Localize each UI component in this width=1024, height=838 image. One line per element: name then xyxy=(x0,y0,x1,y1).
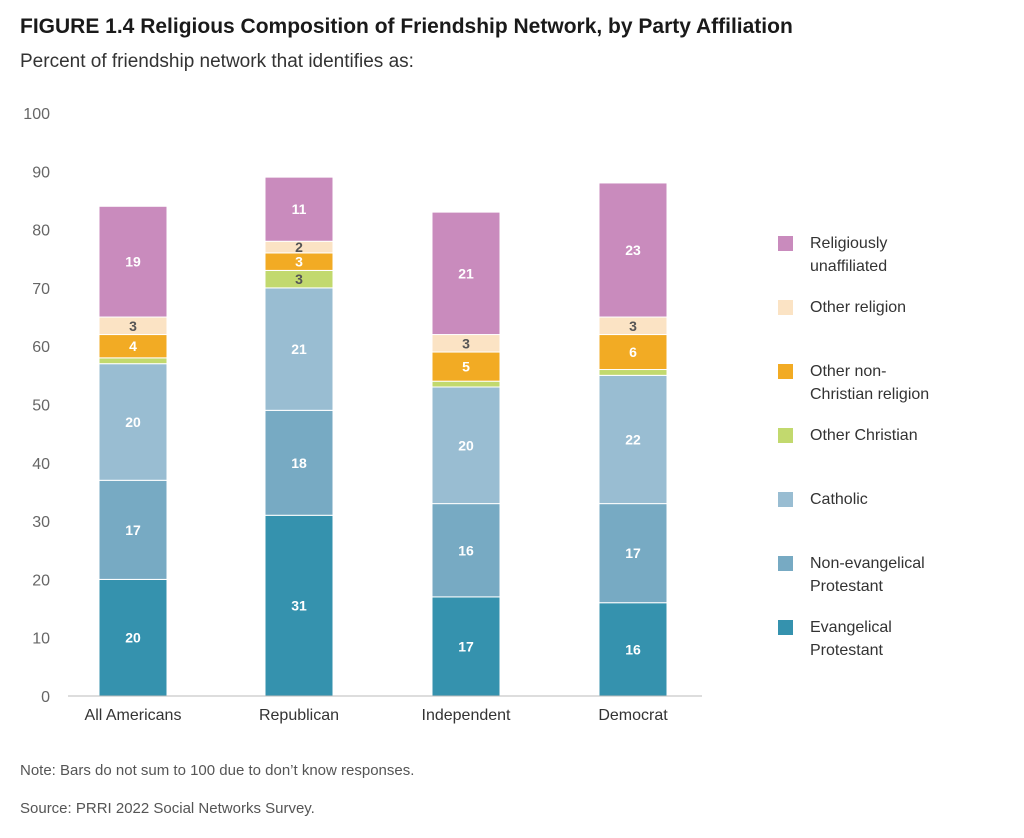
data-label: 4 xyxy=(129,338,137,354)
y-tick-label: 10 xyxy=(32,631,50,648)
stacked-bar-chart: 0 10 20 30 40 50 60 70 80 90 100 20 17 20 4 3 19 All Amer… xyxy=(23,106,702,724)
y-tick-label: 60 xyxy=(32,339,50,356)
y-tick-label: 20 xyxy=(32,572,50,589)
bar-segment xyxy=(598,182,668,318)
data-label: 3 xyxy=(129,318,137,334)
bar-segment xyxy=(598,602,668,697)
data-label: 6 xyxy=(629,344,637,360)
legend-swatch-icon xyxy=(778,428,793,443)
legend-label: Religiously unaffiliated xyxy=(810,235,888,275)
data-label: 16 xyxy=(458,542,474,558)
y-tick-label: 90 xyxy=(32,164,50,181)
x-category-label: Republican xyxy=(259,707,339,724)
y-tick-label: 50 xyxy=(32,398,50,415)
bar-segment xyxy=(98,357,168,365)
y-tick-label: 40 xyxy=(32,456,50,473)
y-tick-label: 100 xyxy=(23,106,50,123)
data-label: 19 xyxy=(125,254,141,270)
bar-segment xyxy=(431,211,501,336)
legend-swatch-icon xyxy=(778,364,793,379)
data-label: 17 xyxy=(625,545,641,561)
data-label: 31 xyxy=(291,598,307,614)
data-label: 16 xyxy=(625,641,641,657)
bar-segment xyxy=(598,369,668,376)
data-label: 20 xyxy=(458,437,474,453)
data-label: 20 xyxy=(125,414,141,430)
data-label: 5 xyxy=(462,359,470,375)
bar-segment xyxy=(598,374,668,505)
legend-swatch-icon xyxy=(778,492,793,507)
x-category-label: Independent xyxy=(422,707,512,724)
bar-segment xyxy=(598,503,668,604)
data-label: 3 xyxy=(462,335,470,351)
bar-segment xyxy=(264,409,334,516)
legend-swatch-icon xyxy=(778,556,793,571)
y-tick-label: 0 xyxy=(41,689,50,706)
chart-source: Source: PRRI 2022 Social Networks Survey… xyxy=(20,800,315,817)
y-tick-label: 30 xyxy=(32,514,50,531)
bar-segment xyxy=(431,386,501,505)
legend-swatch-icon xyxy=(778,236,793,251)
bar-segment xyxy=(431,380,501,388)
bar-segment xyxy=(98,578,168,697)
data-label: 3 xyxy=(295,271,303,287)
data-label: 23 xyxy=(625,242,641,258)
legend-label: Other Christian xyxy=(810,427,918,444)
chart-title: FIGURE 1.4 Religious Composition of Frie… xyxy=(20,15,793,38)
data-label: 17 xyxy=(125,522,141,538)
x-category-label: All Americans xyxy=(85,707,182,724)
bar-segment xyxy=(264,287,334,411)
legend-label: Evangelical Protestant xyxy=(810,619,892,659)
legend-swatch-icon xyxy=(778,620,793,635)
chart-legend: Religiously unaffiliated Other religion Oth… xyxy=(778,232,1008,672)
data-label: 22 xyxy=(625,431,641,447)
bar-segment xyxy=(98,205,168,318)
legend-label: Other non- Christian religion xyxy=(810,363,930,403)
legend-label: Non-evangelical Protestant xyxy=(810,555,925,595)
bar-segment xyxy=(431,351,501,382)
y-tick-label: 70 xyxy=(32,281,50,298)
x-category-label: Democrat xyxy=(598,707,668,724)
legend-label: Other religion xyxy=(810,299,907,316)
data-label: 17 xyxy=(458,638,474,654)
bar-segment xyxy=(431,596,501,697)
data-label: 3 xyxy=(295,254,303,270)
data-label: 11 xyxy=(292,201,307,217)
bar-segment xyxy=(98,363,168,481)
data-label: 21 xyxy=(291,341,307,357)
bar-segment xyxy=(98,479,168,580)
bar-segment xyxy=(264,176,334,242)
legend-label: Catholic xyxy=(810,491,868,508)
legend-swatch-icon xyxy=(778,300,793,315)
chart-note: Note: Bars do not sum to 100 due to don’… xyxy=(20,762,415,779)
data-label: 2 xyxy=(295,239,303,255)
chart-subtitle: Percent of friendship network that ident… xyxy=(20,51,414,72)
data-label: 20 xyxy=(125,630,141,646)
data-label: 21 xyxy=(458,265,474,281)
y-tick-label: 80 xyxy=(32,223,50,240)
data-label: 18 xyxy=(291,455,307,471)
data-label: 3 xyxy=(629,318,637,334)
